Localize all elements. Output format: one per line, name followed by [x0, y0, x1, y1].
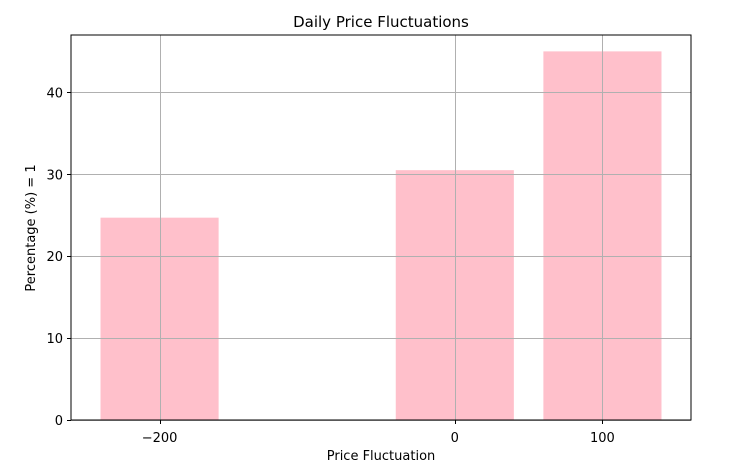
- x-axis: −200 0 100: [142, 420, 615, 446]
- plot-frame: [70, 34, 692, 421]
- y-tick-label-1: 10: [46, 332, 63, 347]
- y-tick-label-3: 30: [46, 168, 63, 183]
- bars: [100, 51, 662, 420]
- x-tick-label-1: 0: [451, 431, 459, 446]
- y-axis-label: Percentage (%) = 1: [24, 164, 39, 291]
- x-tick-label-0: −200: [142, 431, 178, 446]
- y-tick-label-4: 40: [46, 86, 63, 101]
- y-tick-label-0: 0: [55, 414, 63, 429]
- y-tick-label-2: 20: [46, 250, 63, 265]
- x-axis-label: Price Fluctuation: [327, 449, 436, 464]
- bar-0: [100, 217, 219, 420]
- x-tick-label-2: 100: [590, 431, 615, 446]
- chart-title: Daily Price Fluctuations: [293, 13, 469, 31]
- bar-1: [395, 170, 514, 420]
- y-axis: 0 10 20 30 40: [46, 86, 71, 429]
